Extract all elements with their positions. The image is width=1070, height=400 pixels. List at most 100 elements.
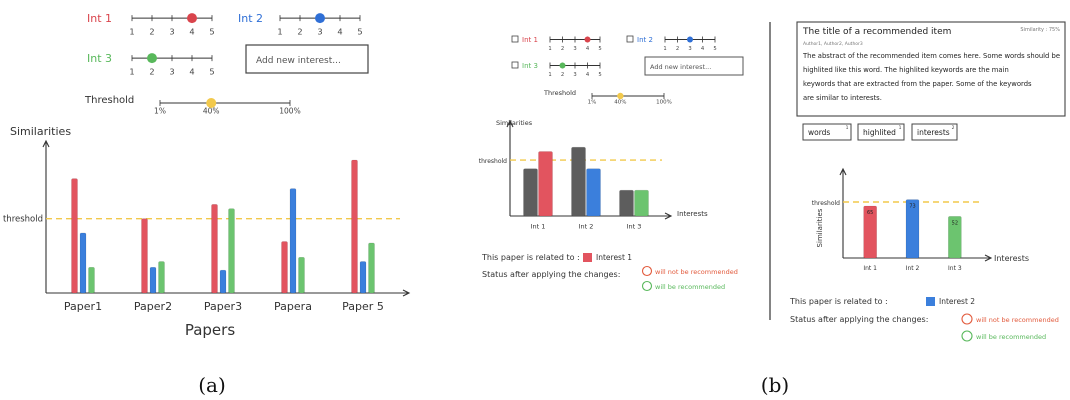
a-slider-handle-3[interactable] xyxy=(147,53,157,64)
keyword-chip-1[interactable] xyxy=(802,123,852,141)
threshold-label-b: Threshold xyxy=(543,89,576,97)
a-slider-tick-label-3-3: 3 xyxy=(169,67,174,77)
b-checkbox-int-2[interactable] xyxy=(626,35,634,43)
b-slider-tick-label-2-1: 1 xyxy=(663,46,666,52)
b-slider-tick-label-3-1: 1 xyxy=(548,72,551,78)
b-threshold-tick-label-1: 1% xyxy=(588,100,597,106)
item-title: The title of a recommended item xyxy=(802,27,951,37)
add-interest-placeholder-b: Add new interest... xyxy=(650,63,711,71)
a-bar-1-3 xyxy=(88,266,95,294)
caption-b: (b) xyxy=(761,373,789,397)
status-radio-not-recommended-item[interactable] xyxy=(961,313,973,325)
keyword-chip-count-1: 1 xyxy=(846,125,849,131)
b-slider-handle-1[interactable] xyxy=(584,36,591,43)
related-label-item: This paper is related to : xyxy=(789,297,888,306)
related-interest-b: Interest 1 xyxy=(596,253,632,262)
a-bar-3-2 xyxy=(219,269,227,294)
add-interest-placeholder: Add new interest... xyxy=(256,56,341,66)
b2-bar-2-2 xyxy=(905,199,920,259)
a-slider-tick-label-2-4: 4 xyxy=(337,27,342,37)
b1-threshold-axis-label: threshold xyxy=(479,158,507,165)
abstract-line-3: keywords that are extracted from the pap… xyxy=(803,80,1032,88)
a-slider-handle-1[interactable] xyxy=(187,13,197,24)
keyword-chip-2[interactable] xyxy=(857,123,905,141)
a-slider-tick-label-1-2: 2 xyxy=(149,27,154,37)
b2-category-label-1: Int 1 xyxy=(863,265,877,272)
b1-x-axis-label: Interests xyxy=(677,210,708,218)
status-recommended-item: will be recommended xyxy=(976,333,1046,341)
keyword-chip-label-3: interests xyxy=(917,128,950,137)
status-radio-recommended-item[interactable] xyxy=(961,330,973,342)
a-bar-1-2 xyxy=(79,232,87,294)
a-y-axis-arrow xyxy=(42,139,50,148)
a-threshold-tick-label-2: 40% xyxy=(203,107,220,116)
a-bar-5-1 xyxy=(351,159,358,294)
b-slider-tick-label-3-5: 5 xyxy=(598,72,601,78)
b2-bar-label-1: 65 xyxy=(867,210,873,216)
b-slider-label-2: Int 2 xyxy=(637,36,653,44)
keyword-chip-count-3: 2 xyxy=(952,125,955,131)
status-label-item: Status after applying the changes: xyxy=(790,315,928,324)
b-slider-label-1: Int 1 xyxy=(522,36,538,44)
b-checkbox-int-1[interactable] xyxy=(511,35,519,43)
abstract-line-4: are similar to interests. xyxy=(803,94,882,102)
a-category-label-5: Paper 5 xyxy=(342,300,384,313)
a-slider-label-1: Int 1 xyxy=(87,12,112,25)
b1-category-label-1: Int 1 xyxy=(531,223,546,231)
threshold-slider-b[interactable]: 1% 40% 100% xyxy=(588,92,672,106)
b-slider-tick-label-3-3: 3 xyxy=(573,72,576,78)
a-bar-1-1 xyxy=(71,178,78,294)
interest-sliders: Int 1 1 2 3 4 5 Int 2 1 2 3 4 5 Int 3 1 2 3 4 5 xyxy=(87,12,363,77)
b1-bar-3-1 xyxy=(619,189,634,217)
a-y-axis-label: Similarities xyxy=(10,125,71,138)
caption-a: (a) xyxy=(198,373,226,397)
a-category-label-4: Papera xyxy=(274,300,312,313)
b-slider-tick-label-3-4: 4 xyxy=(586,72,590,78)
add-interest-input[interactable] xyxy=(245,44,369,74)
status-radio-not-recommended-b[interactable] xyxy=(641,265,653,277)
b-slider-tick-label-1-4: 4 xyxy=(586,46,590,52)
b2-category-label-2: Int 2 xyxy=(906,265,920,272)
a-threshold-handle[interactable] xyxy=(206,98,217,108)
a-bar-5-2 xyxy=(359,261,367,294)
b-threshold-tick-label-2: 40% xyxy=(614,100,626,106)
related-interest-item: Interest 2 xyxy=(939,297,975,306)
a-slider-tick-label-2-3: 3 xyxy=(317,27,322,37)
add-interest-input-b[interactable] xyxy=(644,56,744,76)
threshold-slider[interactable]: 1% 40% 100% xyxy=(154,98,301,116)
b-slider-handle-2[interactable] xyxy=(687,36,693,43)
b-slider-tick-label-1-5: 5 xyxy=(598,46,601,52)
item-similarity: Similarity : 75% xyxy=(1020,27,1060,33)
a-bar-5-3 xyxy=(368,242,375,294)
abstract-line-1: The abstract of the recommended item com… xyxy=(802,52,1060,60)
b2-x-axis-label: Interests xyxy=(994,254,1029,263)
b-threshold-handle[interactable] xyxy=(617,92,624,100)
b1-bar-3-4 xyxy=(634,189,649,217)
panel-b-item: The title of a recommended item Similari… xyxy=(789,21,1066,342)
a-category-label-3: Paper3 xyxy=(204,300,242,313)
keyword-chip-3[interactable] xyxy=(911,123,958,141)
a-x-axis-arrow xyxy=(402,289,411,297)
panel-b-interactive: Int 1 1 2 3 4 5 Int 2 1 2 3 4 5 Int 3 1 2 3 4 5 Add new i… xyxy=(479,35,744,292)
a-bar-4-2 xyxy=(289,188,297,294)
b-checkbox-int-3[interactable] xyxy=(511,61,519,69)
panel-a: Int 1 1 2 3 4 5 Int 2 1 2 3 4 5 Int 3 1 2 3 4 5 Add new i… xyxy=(3,12,411,339)
a-bar-4-3 xyxy=(298,256,305,294)
status-recommended-b: will be recommended xyxy=(655,283,725,291)
a-slider-handle-2[interactable] xyxy=(315,13,325,24)
b1-y-axis-arrow xyxy=(506,119,514,128)
status-not-recommended-b: will not be recommended xyxy=(655,268,738,276)
status-radio-recommended-b[interactable] xyxy=(641,280,653,292)
a-slider-tick-label-3-5: 5 xyxy=(209,67,214,77)
interests-chart-item: Similarities Interests threshold 65 Int 1 73 I… xyxy=(812,167,1029,272)
a-category-label-2: Paper2 xyxy=(134,300,172,313)
a-bar-3-1 xyxy=(211,204,218,294)
status-label-b: Status after applying the changes: xyxy=(482,270,620,279)
b-slider-tick-label-2-3: 3 xyxy=(688,46,691,52)
related-label-b: This paper is related to : xyxy=(481,253,580,262)
keyword-chip-label-2: highlited xyxy=(863,128,896,137)
a-bar-4-1 xyxy=(281,241,288,294)
b-slider-handle-3[interactable] xyxy=(559,62,566,69)
b1-bar-1-1 xyxy=(523,168,538,217)
a-bar-2-1 xyxy=(141,218,148,294)
